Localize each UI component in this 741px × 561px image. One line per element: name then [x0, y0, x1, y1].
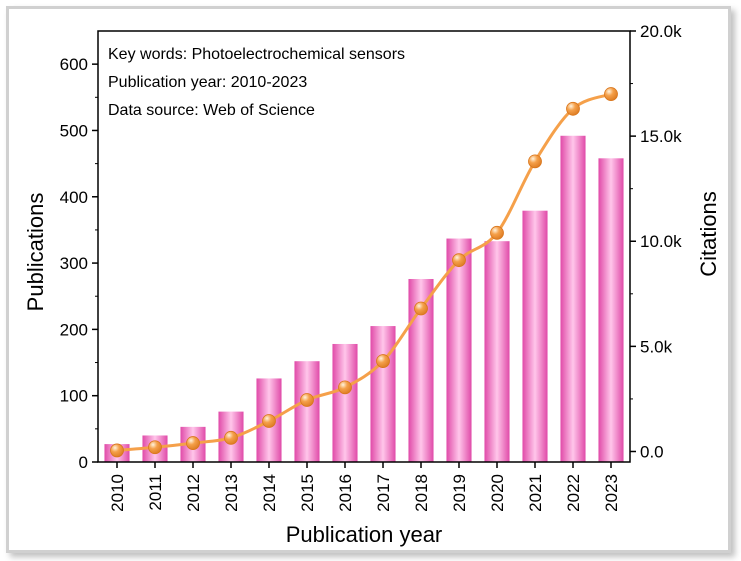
citations-point-2011	[148, 440, 162, 455]
citations-point-2021	[528, 154, 542, 169]
x-tick-label: 2021	[526, 474, 545, 512]
x-tick-label: 2020	[488, 474, 507, 512]
left-axis-ticks: 0 100 200 300 400 500 600	[60, 55, 98, 472]
y-tick-label: 0	[79, 453, 88, 472]
y2-tick-label: 0.0	[640, 442, 664, 461]
citations-point-2010	[110, 443, 124, 458]
citations-point-2015	[300, 393, 314, 407]
annotation-keywords: Key words: Photoelectrochemical sensors	[108, 46, 405, 63]
bar-2021	[522, 210, 548, 462]
citations-point-2017	[376, 354, 390, 368]
y2-tick-label: 15.0k	[640, 127, 682, 146]
y-tick-label: 400	[60, 188, 88, 207]
annotation-data-source: Data source: Web of Science	[108, 102, 315, 119]
y2-tick-label: 10.0k	[640, 232, 682, 251]
citations-point-2013	[224, 430, 238, 445]
bar-2015	[294, 361, 320, 462]
x-tick-label: 2017	[374, 474, 393, 512]
x-tick-label: 2014	[260, 474, 279, 512]
x-tick-label: 2010	[108, 474, 127, 512]
bar-2019	[446, 238, 472, 462]
x-tick-label: 2018	[412, 474, 431, 512]
y-tick-label: 500	[60, 121, 88, 140]
y-tick-label: 200	[60, 320, 88, 339]
x-axis-ticks: 2010 2011 2012 2013 2014 2015 2016 2017 2018 2019…	[108, 462, 621, 512]
y-axis-title: Publications	[23, 193, 48, 312]
citations-point-2018	[414, 301, 428, 316]
citations-point-2020	[490, 225, 504, 240]
line-series	[110, 87, 618, 458]
citations-point-2016	[338, 380, 352, 395]
y-tick-label: 300	[60, 254, 88, 273]
chart-frame: 0 100 200 300 400 500 600 0.0 5.0k 10.0k 15.0k 20.…	[6, 6, 731, 553]
citations-point-2023	[604, 87, 618, 101]
annotation-year-range: Publication year: 2010-2023	[108, 74, 307, 91]
x-tick-label: 2023	[602, 474, 621, 512]
bar-2020	[484, 241, 510, 462]
x-tick-label: 2012	[184, 474, 203, 512]
citations-point-2019	[452, 253, 466, 268]
y-tick-label: 600	[60, 55, 88, 74]
chart-svg: 0 100 200 300 400 500 600 0.0 5.0k 10.0k 15.0k 20.…	[23, 22, 721, 547]
bar-2022	[560, 135, 586, 462]
bar-2017	[370, 326, 396, 462]
bar-2023	[598, 158, 624, 462]
y2-tick-label: 5.0k	[640, 337, 673, 356]
bar-2016	[332, 343, 358, 462]
bar-series	[104, 135, 624, 462]
citations-point-2022	[566, 101, 580, 116]
right-axis-ticks: 0.0 5.0k 10.0k 15.0k 20.0k	[630, 22, 682, 461]
y-tick-label: 100	[60, 387, 88, 406]
citations-point-2014	[262, 414, 276, 428]
plot-area-border	[97, 30, 631, 463]
y2-axis-title: Citations	[696, 191, 721, 277]
citations-point-2012	[186, 436, 200, 450]
x-tick-label: 2019	[450, 474, 469, 512]
x-axis-title: Publication year	[286, 522, 443, 547]
x-tick-label: 2015	[298, 474, 317, 512]
x-tick-label: 2016	[336, 474, 355, 512]
y2-tick-label: 20.0k	[640, 22, 682, 41]
x-tick-label: 2013	[222, 474, 241, 512]
x-tick-label: 2011	[146, 474, 165, 511]
x-tick-label: 2022	[564, 474, 583, 512]
